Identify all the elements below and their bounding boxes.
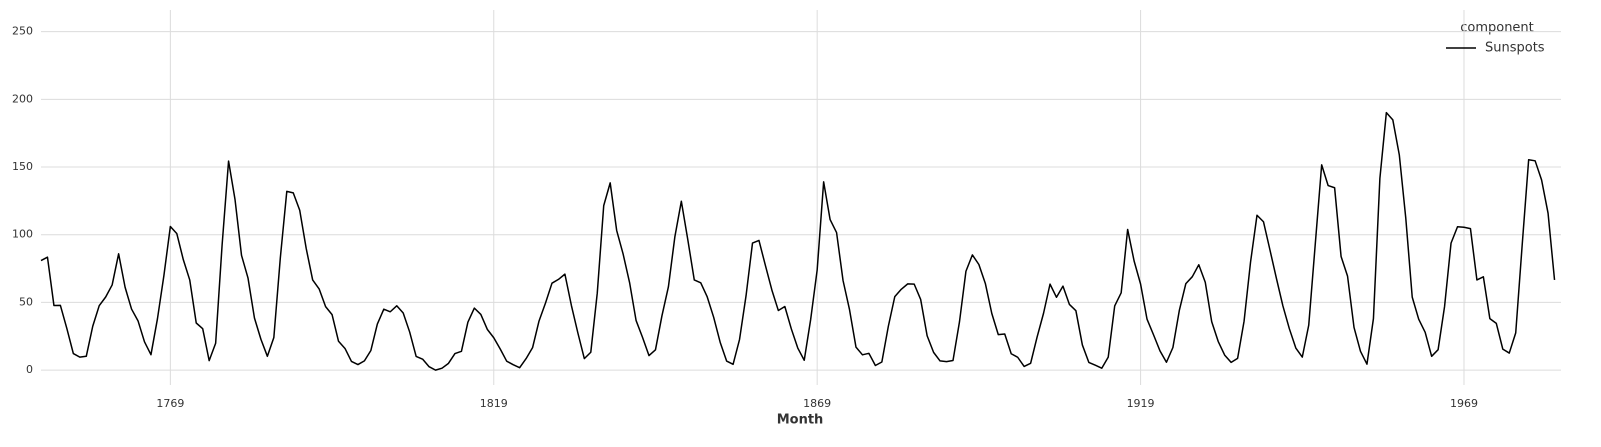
y-tick-label: 50 — [19, 295, 33, 308]
x-tick-label: 1969 — [1450, 397, 1478, 410]
x-tick-label: 1819 — [480, 397, 508, 410]
x-tick-label: 1769 — [156, 397, 184, 410]
y-tick-label: 100 — [12, 228, 33, 241]
y-tick-label: 0 — [26, 363, 33, 376]
x-tick-label: 1869 — [803, 397, 831, 410]
legend-label: Sunspots — [1485, 41, 1545, 56]
x-tick-label: 1919 — [1127, 397, 1155, 410]
y-tick-label: 150 — [12, 160, 33, 173]
x-axis-label: Month — [777, 413, 824, 428]
legend-title: component — [1460, 21, 1534, 36]
y-tick-label: 250 — [12, 25, 33, 38]
y-tick-label: 200 — [12, 92, 33, 105]
series-line — [40, 111, 1556, 371]
